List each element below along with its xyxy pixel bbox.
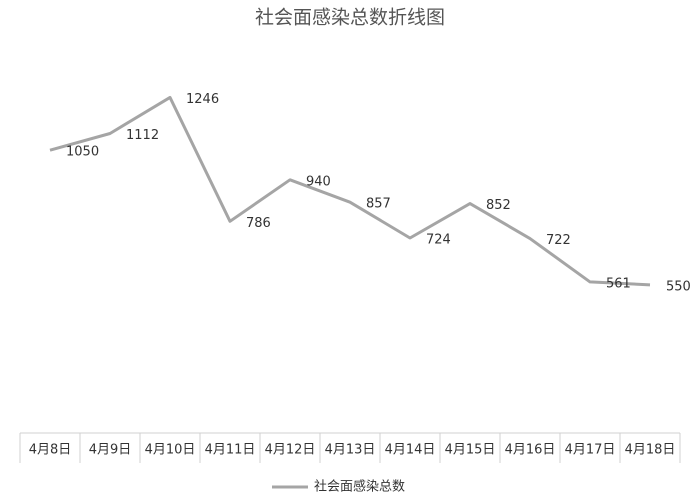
data-label: 857 — [366, 197, 391, 212]
x-tick-label: 4月15日 — [445, 443, 496, 458]
x-tick-label: 4月17日 — [565, 443, 616, 458]
x-tick-label: 4月14日 — [385, 443, 436, 458]
x-tick-label: 4月8日 — [29, 443, 72, 458]
data-label: 1246 — [186, 92, 219, 107]
data-label: 722 — [546, 233, 571, 248]
data-label: 786 — [246, 216, 271, 231]
x-tick-label: 4月18日 — [625, 443, 676, 458]
x-tick-label: 4月11日 — [205, 443, 256, 458]
data-label: 852 — [486, 198, 511, 213]
data-label: 1050 — [66, 145, 99, 160]
x-tick-label: 4月9日 — [89, 443, 132, 458]
x-tick-label: 4月10日 — [145, 443, 196, 458]
x-tick-label: 4月16日 — [505, 443, 556, 458]
x-tick-label: 4月13日 — [325, 443, 376, 458]
x-tick-label: 4月12日 — [265, 443, 316, 458]
data-label: 550 — [666, 279, 691, 294]
data-label: 1112 — [126, 128, 159, 143]
data-label: 561 — [606, 276, 631, 291]
data-label: 940 — [306, 174, 331, 189]
data-label: 724 — [426, 233, 451, 248]
chart-title: 社会面感染总数折线图 — [255, 7, 445, 29]
legend-label: 社会面感染总数 — [314, 479, 405, 495]
data-line — [49, 95, 651, 287]
